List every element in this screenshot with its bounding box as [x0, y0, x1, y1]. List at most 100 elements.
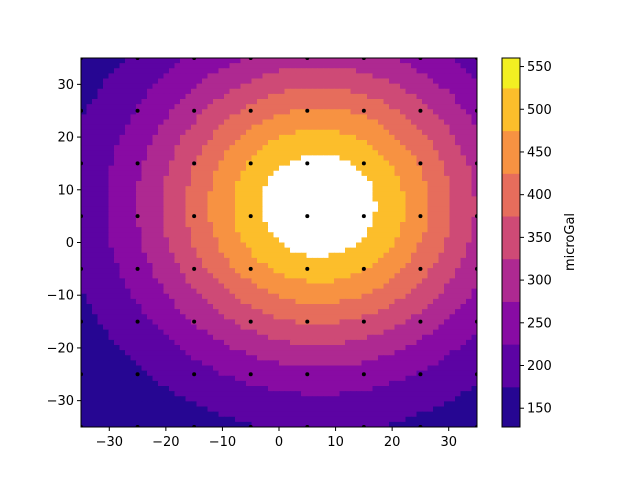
- contour-cell: [328, 293, 335, 300]
- contour-cell: [460, 365, 467, 372]
- contour-cell: [185, 196, 192, 203]
- contour-cell: [466, 104, 473, 110]
- contour-cell: [444, 252, 451, 259]
- contour-cell: [466, 227, 473, 233]
- contour-cell: [130, 314, 137, 320]
- contour-cell: [240, 247, 247, 254]
- contour-cell: [383, 252, 390, 259]
- contour-cell: [416, 324, 423, 331]
- contour-cell: [240, 58, 247, 64]
- contour-cell: [141, 175, 148, 182]
- contour-cell: [323, 196, 330, 203]
- contour-cell: [174, 309, 181, 315]
- contour-cell: [466, 350, 473, 356]
- contour-cell: [147, 73, 154, 80]
- contour-cell: [306, 140, 313, 146]
- contour-cell: [471, 222, 477, 228]
- contour-cell: [196, 252, 203, 259]
- contour-cell: [163, 124, 170, 131]
- contour-cell: [86, 165, 93, 172]
- contour-cell: [141, 170, 148, 177]
- contour-cell: [444, 242, 451, 249]
- contour-cell: [279, 175, 286, 182]
- contour-cell: [114, 375, 121, 382]
- contour-cell: [345, 355, 352, 361]
- contour-cell: [262, 391, 269, 397]
- contour-cell: [130, 345, 137, 351]
- contour-cell: [394, 339, 401, 346]
- contour-cell: [449, 365, 456, 372]
- contour-cell: [389, 201, 396, 208]
- contour-cell: [119, 175, 126, 182]
- contour-cell: [240, 252, 247, 259]
- contour-cell: [169, 401, 176, 408]
- contour-cell: [328, 263, 335, 269]
- contour-cell: [152, 411, 159, 418]
- contour-cell: [235, 191, 242, 197]
- contour-cell: [449, 339, 456, 346]
- contour-cell: [323, 278, 330, 285]
- contour-cell: [290, 309, 297, 315]
- contour-cell: [312, 380, 319, 387]
- contour-cell: [268, 114, 275, 121]
- contour-cell: [345, 298, 352, 305]
- contour-cell: [229, 288, 236, 295]
- contour-cell: [306, 222, 313, 228]
- contour-cell: [114, 350, 121, 356]
- contour-cell: [103, 160, 110, 167]
- contour-cell: [372, 73, 379, 80]
- contour-cell: [455, 345, 462, 351]
- contour-cell: [444, 211, 451, 218]
- contour-cell: [273, 350, 280, 356]
- contour-cell: [389, 293, 396, 300]
- contour-cell: [92, 119, 99, 126]
- contour-cell: [97, 396, 104, 402]
- contour-cell: [174, 334, 181, 341]
- contour-cell: [141, 140, 148, 146]
- contour-cell: [97, 375, 104, 382]
- contour-cell: [81, 150, 88, 156]
- contour-cell: [174, 140, 181, 146]
- contour-cell: [268, 83, 275, 90]
- contour-cell: [257, 355, 264, 361]
- contour-cell: [433, 406, 440, 413]
- contour-cell: [251, 99, 258, 105]
- contour-cell: [400, 386, 407, 392]
- contour-cell: [279, 160, 286, 167]
- contour-cell: [433, 396, 440, 402]
- contour-cell: [444, 114, 451, 121]
- contour-cell: [427, 58, 434, 64]
- contour-cell: [312, 191, 319, 197]
- contour-cell: [163, 216, 170, 223]
- contour-cell: [81, 114, 88, 121]
- contour-cell: [334, 93, 341, 100]
- contour-cell: [268, 355, 275, 361]
- contour-cell: [334, 129, 341, 136]
- contour-cell: [235, 160, 242, 167]
- contour-cell: [235, 155, 242, 162]
- contour-cell: [103, 309, 110, 315]
- contour-cell: [268, 324, 275, 331]
- contour-cell: [114, 247, 121, 254]
- contour-cell: [251, 145, 258, 151]
- contour-cell: [224, 370, 231, 377]
- contour-cell: [306, 134, 313, 141]
- contour-cell: [361, 191, 368, 197]
- contour-cell: [290, 145, 297, 151]
- contour-cell: [224, 339, 231, 346]
- contour-cell: [224, 58, 231, 64]
- contour-cell: [416, 165, 423, 172]
- contour-cell: [92, 78, 99, 85]
- contour-cell: [427, 375, 434, 382]
- contour-cell: [224, 386, 231, 392]
- contour-cell: [378, 175, 385, 182]
- contour-cell: [290, 99, 297, 105]
- contour-cell: [328, 334, 335, 341]
- contour-cell: [81, 63, 88, 69]
- contour-cell: [119, 186, 126, 192]
- contour-cell: [345, 401, 352, 408]
- contour-cell: [196, 355, 203, 361]
- contour-cell: [284, 63, 291, 69]
- contour-cell: [312, 360, 319, 367]
- contour-cell: [125, 134, 132, 141]
